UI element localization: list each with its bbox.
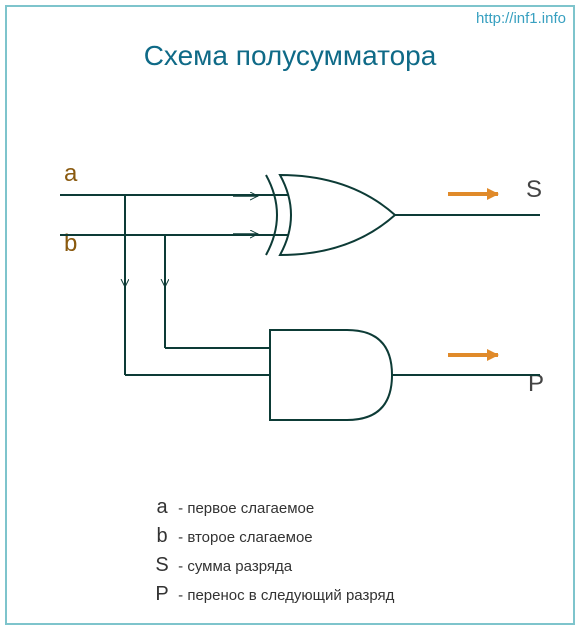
legend-row: S - сумма разряда [150, 554, 394, 577]
legend-symbol: b [150, 525, 174, 548]
legend-text: - перенос в следующий разряд [174, 587, 394, 604]
gates-group [266, 175, 395, 420]
legend-symbol: P [150, 583, 174, 606]
legend-text: - сумма разряда [174, 558, 292, 575]
diagram-frame: http://inf1.info Схема полусумматора a b… [0, 0, 580, 630]
legend-row: a - первое слагаемое [150, 496, 394, 519]
legend: a - первое слагаемоеb - второе слагаемое… [150, 490, 394, 612]
direction-arrows-group [125, 196, 258, 287]
output-arrows-group [448, 194, 498, 355]
legend-text: - второе слагаемое [174, 529, 313, 546]
legend-symbol: S [150, 554, 174, 577]
legend-row: P - перенос в следующий разряд [150, 583, 394, 606]
legend-text: - первое слагаемое [174, 500, 314, 517]
legend-symbol: a [150, 496, 174, 519]
legend-row: b - второе слагаемое [150, 525, 394, 548]
